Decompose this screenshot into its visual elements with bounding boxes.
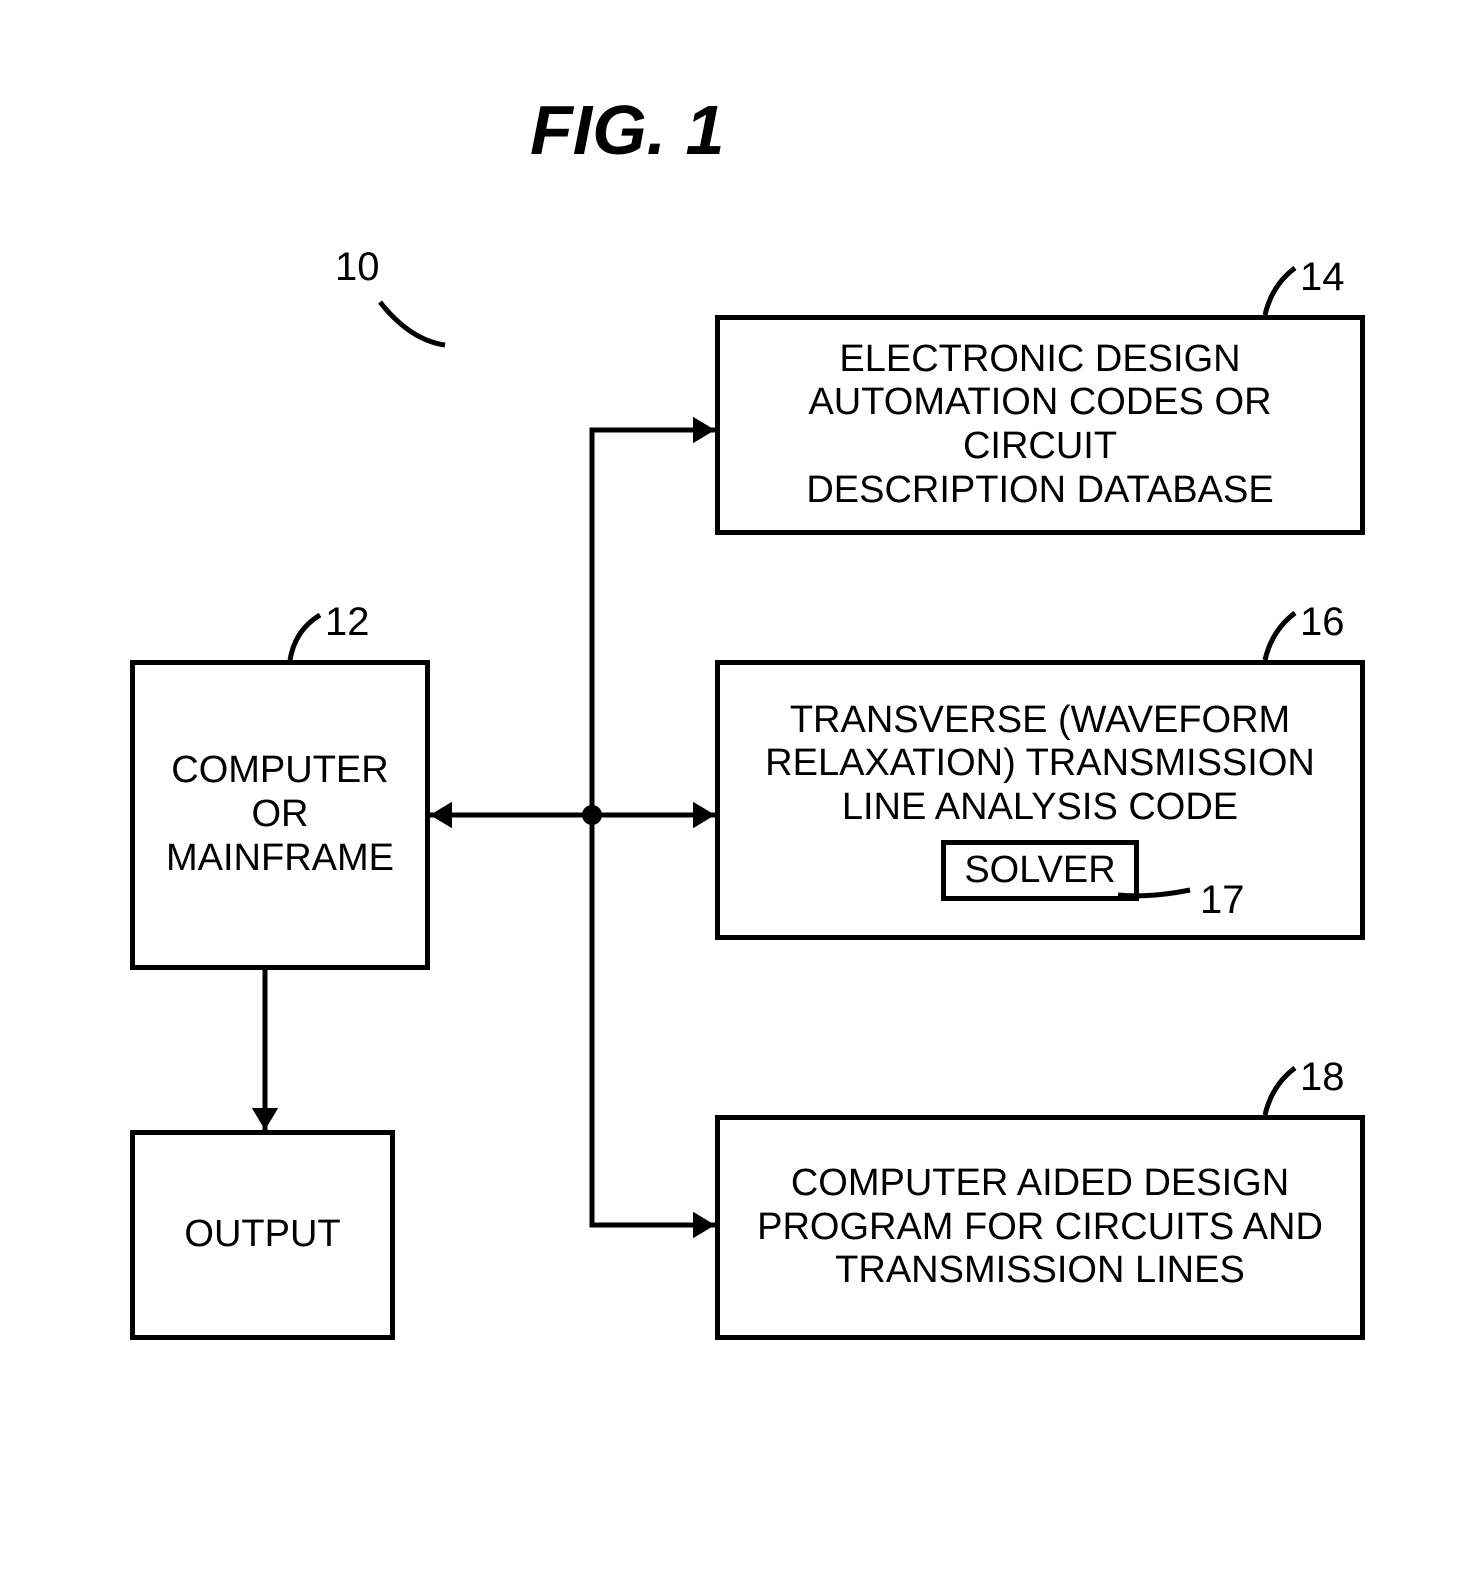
ref-computer: 12 (325, 600, 370, 645)
node-cad-label: COMPUTER AIDED DESIGNPROGRAM FOR CIRCUIT… (757, 1162, 1323, 1293)
ref-transverse: 16 (1300, 600, 1345, 645)
node-cad: COMPUTER AIDED DESIGNPROGRAM FOR CIRCUIT… (715, 1115, 1365, 1340)
node-eda: ELECTRONIC DESIGNAUTOMATION CODES OR CIR… (715, 315, 1365, 535)
node-solver: SOLVER (941, 840, 1138, 902)
node-computer: COMPUTERORMAINFRAME (130, 660, 430, 970)
figure-canvas: FIG. 1 COMPUTERORMAINFRAME OUTPUT ELECTR… (0, 0, 1482, 1575)
ref-overall: 10 (335, 245, 380, 290)
node-transverse: TRANSVERSE (WAVEFORMRELAXATION) TRANSMIS… (715, 660, 1365, 940)
ref-cad: 18 (1300, 1055, 1345, 1100)
ref-solver: 17 (1200, 878, 1245, 923)
node-transverse-label: TRANSVERSE (WAVEFORMRELAXATION) TRANSMIS… (765, 699, 1315, 830)
node-output-label: OUTPUT (184, 1213, 340, 1257)
figure-title: FIG. 1 (530, 90, 724, 170)
node-computer-label: COMPUTERORMAINFRAME (166, 749, 394, 880)
node-solver-label: SOLVER (964, 849, 1115, 893)
node-output: OUTPUT (130, 1130, 395, 1340)
ref-eda: 14 (1300, 255, 1345, 300)
node-eda-label: ELECTRONIC DESIGNAUTOMATION CODES OR CIR… (728, 338, 1352, 513)
